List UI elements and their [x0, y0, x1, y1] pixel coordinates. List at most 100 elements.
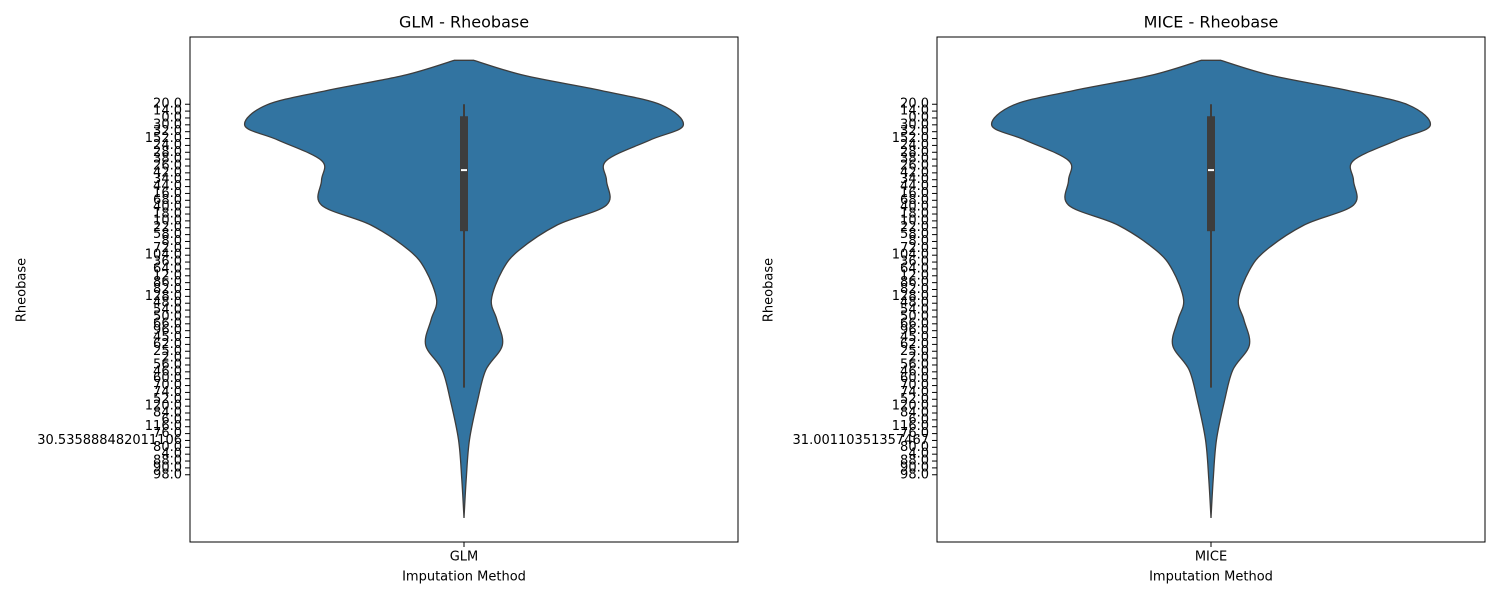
- y-tick-label: 90.0: [900, 460, 929, 475]
- y-tick-label: 96.0: [153, 323, 182, 338]
- y-tick-label: 68.0: [900, 193, 929, 208]
- y-tick-label: 128.0: [145, 289, 182, 304]
- box: [1207, 116, 1215, 232]
- y-tick-label: 82.0: [153, 282, 182, 297]
- y-tick-label: 74.0: [153, 385, 182, 400]
- y-tick-label: 44.0: [153, 179, 182, 194]
- y-tick-label: 116.0: [145, 419, 182, 434]
- y-tick-label: 22.0: [153, 220, 182, 235]
- y-tick-label: 45.0: [900, 330, 929, 345]
- y-tick-label: 2.0: [161, 351, 182, 366]
- y-tick-label: 28.0: [153, 145, 182, 160]
- y-tick-label: 104.0: [892, 248, 929, 263]
- y-tick-label: 22.0: [900, 220, 929, 235]
- y-tick-label: 80.0: [900, 440, 929, 455]
- y-tick-label: 84.0: [900, 406, 929, 421]
- y-tick-label: 32.0: [153, 124, 182, 139]
- y-tick-label: 120.0: [145, 399, 182, 414]
- y-tick-label: 40.0: [900, 200, 929, 215]
- y-tick-label: 24.0: [153, 138, 182, 153]
- y-tick-label: 24.0: [900, 138, 929, 153]
- y-tick-label: 30.0: [153, 117, 182, 132]
- y-tick-label: 40.0: [153, 200, 182, 215]
- y-tick-label: 25.0: [153, 344, 182, 359]
- y-tick-label: 120.0: [892, 399, 929, 414]
- y-tick-label: 62.0: [900, 337, 929, 352]
- y-tick-label: 20.0: [153, 97, 182, 112]
- y-tick-label: 68.0: [153, 193, 182, 208]
- y-tick-label: 72.0: [900, 241, 929, 256]
- y-tick-label: 72.0: [153, 241, 182, 256]
- y-tick-label: 56.0: [900, 357, 929, 372]
- y-tick-label: 76.0: [900, 426, 929, 441]
- y-tick-label: 66.0: [900, 316, 929, 331]
- y-tick-label: 36.0: [900, 255, 929, 270]
- x-tick-label: GLM: [450, 550, 479, 565]
- y-tick-label: 0.0: [908, 110, 929, 125]
- y-tick-label: 86.0: [900, 275, 929, 290]
- y-tick-label: 38.0: [153, 152, 182, 167]
- axes-frame: [189, 36, 739, 543]
- y-tick-label: 88.0: [900, 454, 929, 469]
- y-tick-label: 14.0: [153, 104, 182, 119]
- y-tick-label: 0.0: [161, 110, 182, 125]
- y-tick-label: 36.0: [153, 255, 182, 270]
- y-axis-label: Rheobase: [762, 258, 777, 322]
- y-tick-label: 58.0: [153, 227, 182, 242]
- y-tick-label: 10.0: [153, 213, 182, 228]
- y-axis-label: Rheobase: [15, 258, 30, 322]
- y-tick-label: 12.0: [900, 268, 929, 283]
- y-tick-label: 42.0: [153, 165, 182, 180]
- y-tick-label: 152.0: [892, 131, 929, 146]
- y-tick-label: 42.0: [900, 165, 929, 180]
- y-tick-label: 20.0: [900, 97, 929, 112]
- y-tick-label: 46.0: [153, 364, 182, 379]
- y-tick-label: 64.0: [153, 261, 182, 276]
- y-tick-label: 88.0: [153, 454, 182, 469]
- y-tick-label: 12.0: [153, 268, 182, 283]
- y-tick-label: 60.0: [153, 371, 182, 386]
- y-tick-label: 16.0: [900, 186, 929, 201]
- y-tick-label: 18.0: [900, 207, 929, 222]
- y-tick-label: 25.0: [900, 344, 929, 359]
- y-tick-label: 34.0: [900, 172, 929, 187]
- y-tick-label: 66.0: [153, 316, 182, 331]
- chart-title: GLM - Rheobase: [399, 13, 529, 32]
- chart-title: MICE - Rheobase: [1144, 13, 1279, 32]
- y-tick-label: 31.00110351357467: [793, 433, 929, 448]
- y-tick-label: 58.0: [900, 227, 929, 242]
- y-tick-label: 26.0: [900, 158, 929, 173]
- y-tick-label: 62.0: [153, 337, 182, 352]
- y-tick-label: 52.0: [153, 392, 182, 407]
- y-tick-label: 128.0: [892, 289, 929, 304]
- y-tick-label: 8.0: [161, 234, 182, 249]
- y-tick-label: 54.0: [153, 303, 182, 318]
- y-tick-label: 152.0: [145, 131, 182, 146]
- x-axis-label: Imputation Method: [402, 570, 526, 585]
- y-tick-label: 16.0: [153, 186, 182, 201]
- y-tick-label: 14.0: [900, 104, 929, 119]
- y-tick-label: 6.0: [908, 412, 929, 427]
- y-tick-label: 30.535888482011106: [37, 433, 182, 448]
- y-tick-label: 4.0: [161, 447, 182, 462]
- y-tick-label: 50.0: [153, 309, 182, 324]
- y-tick-label: 96.0: [900, 323, 929, 338]
- box: [460, 116, 468, 232]
- y-tick-label: 98.0: [153, 467, 182, 482]
- y-tick-label: 64.0: [900, 261, 929, 276]
- y-tick-label: 80.0: [153, 440, 182, 455]
- y-tick-label: 104.0: [145, 248, 182, 263]
- y-tick-label: 34.0: [153, 172, 182, 187]
- x-tick-label: MICE: [1195, 550, 1227, 565]
- y-tick-label: 98.0: [900, 467, 929, 482]
- y-tick-label: 28.0: [900, 145, 929, 160]
- y-tick-label: 74.0: [900, 385, 929, 400]
- y-tick-label: 4.0: [908, 447, 929, 462]
- y-tick-label: 116.0: [892, 419, 929, 434]
- y-tick-label: 8.0: [908, 234, 929, 249]
- y-tick-label: 30.0: [900, 117, 929, 132]
- y-tick-label: 56.0: [153, 357, 182, 372]
- y-tick-label: 76.0: [153, 426, 182, 441]
- y-tick-label: 70.0: [900, 378, 929, 393]
